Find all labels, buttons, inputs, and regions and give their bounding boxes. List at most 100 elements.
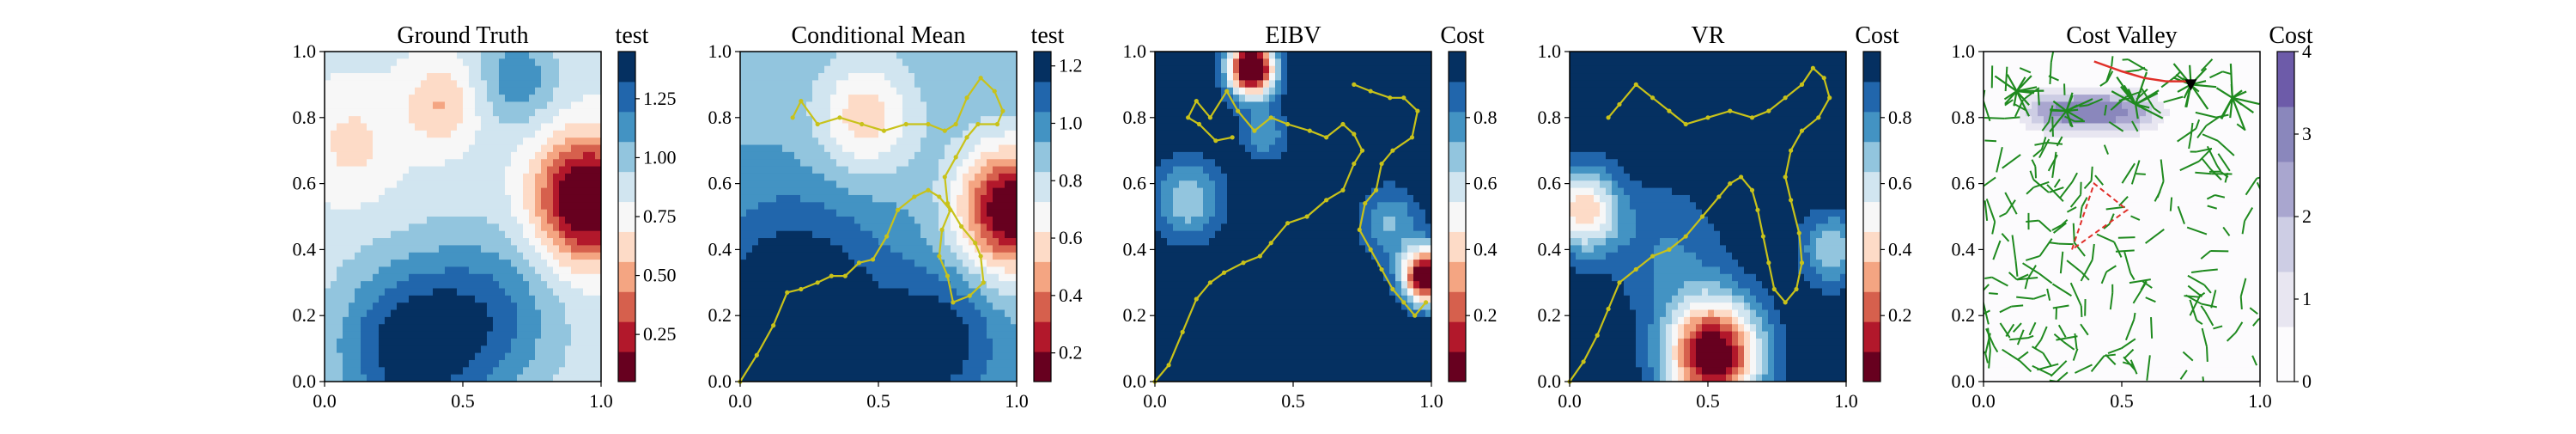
heatmap-cell <box>367 88 374 95</box>
heatmap-cell <box>589 202 596 210</box>
heatmap-cell <box>403 123 410 131</box>
heatmap-cell <box>812 238 819 246</box>
colorbar-segment <box>618 202 635 232</box>
heatmap-cell <box>788 188 795 196</box>
heatmap-cell <box>517 101 524 109</box>
heatmap-cell <box>999 288 1005 296</box>
heatmap-cell <box>433 324 440 332</box>
heatmap-cell <box>481 138 488 145</box>
heatmap-cell <box>547 253 554 260</box>
heatmap-cell <box>1215 131 1222 138</box>
heatmap-cell <box>1173 303 1180 310</box>
heatmap-cell <box>746 345 753 353</box>
heatmap-cell <box>927 217 933 224</box>
heatmap-cell <box>788 131 795 138</box>
heatmap-cell <box>788 281 795 289</box>
heatmap-cell <box>818 195 825 203</box>
heatmap-cell <box>812 288 819 296</box>
heatmap-cell <box>788 210 795 217</box>
heatmap-cell <box>385 339 392 346</box>
heatmap-cell <box>445 339 452 346</box>
heatmap-cell <box>824 288 831 296</box>
heatmap-cell <box>577 303 584 310</box>
heatmap-cell <box>866 217 873 224</box>
heatmap-cell <box>463 116 470 124</box>
heatmap-cell <box>583 360 590 368</box>
heatmap-cell <box>499 123 506 131</box>
heatmap-cell <box>824 332 831 339</box>
heatmap-cell <box>1179 288 1186 296</box>
heatmap-cell <box>902 266 909 274</box>
heatmap-cell <box>511 266 518 274</box>
heatmap-cell <box>1005 296 1012 303</box>
heatmap-cell <box>830 353 837 361</box>
heatmap-cell <box>1215 253 1222 260</box>
heatmap-cell <box>391 174 398 181</box>
heatmap-cell <box>367 367 374 375</box>
heatmap-cell <box>969 73 975 81</box>
heatmap-cell <box>553 188 560 196</box>
heatmap-cell <box>746 231 753 239</box>
heatmap-cell <box>836 80 843 88</box>
heatmap-cell <box>800 353 807 361</box>
heatmap-cell <box>963 174 969 181</box>
path-point <box>939 228 944 232</box>
heatmap-cell <box>788 353 795 361</box>
heatmap-cell <box>367 138 374 145</box>
path-point <box>959 224 963 229</box>
heatmap-cell <box>355 66 361 74</box>
heatmap-cell <box>933 152 939 160</box>
heatmap-cell <box>505 116 512 124</box>
heatmap-cell <box>517 217 524 224</box>
heatmap-cell <box>993 202 999 210</box>
heatmap-cell <box>933 180 939 188</box>
heatmap-cell <box>331 95 337 102</box>
heatmap-cell <box>325 345 331 353</box>
heatmap-cell <box>427 66 434 74</box>
heatmap-cell <box>824 260 831 267</box>
heatmap-cell <box>920 95 927 102</box>
heatmap-cell <box>908 159 915 167</box>
heatmap-cell <box>355 288 361 296</box>
heatmap-cell <box>439 145 446 153</box>
heatmap-cell <box>740 58 747 66</box>
heatmap-cell <box>331 367 337 375</box>
heatmap-cell <box>824 281 831 289</box>
heatmap-cell <box>939 317 945 325</box>
heatmap-cell <box>1197 317 1204 325</box>
heatmap-cell <box>427 353 434 361</box>
heatmap-cell <box>331 353 337 361</box>
heatmap-cell <box>1161 174 1168 181</box>
heatmap-cell <box>740 101 747 109</box>
heatmap-cell <box>945 353 951 361</box>
heatmap-cell <box>373 180 380 188</box>
heatmap-cell <box>776 145 783 153</box>
heatmap-cell <box>571 231 578 239</box>
heatmap-cell <box>788 152 795 160</box>
heatmap-cell <box>373 317 380 325</box>
heatmap-cell <box>589 281 596 289</box>
heatmap-cell <box>999 188 1005 196</box>
heatmap-cell <box>511 52 518 59</box>
heatmap-cell <box>806 317 813 325</box>
heatmap-cell <box>445 260 452 267</box>
heatmap-cell <box>890 145 897 153</box>
heatmap-cell <box>866 310 873 318</box>
heatmap-cell <box>824 238 831 246</box>
heatmap-cell <box>349 167 355 174</box>
heatmap-cell <box>511 88 518 95</box>
heatmap-cell <box>1233 52 1240 59</box>
heatmap-cell <box>746 95 753 102</box>
heatmap-cell <box>1155 360 1162 368</box>
heatmap-cell <box>981 303 987 310</box>
heatmap-cell <box>866 95 873 102</box>
heatmap-cell <box>529 152 536 160</box>
heatmap-cell <box>1227 123 1234 131</box>
heatmap-cell <box>433 367 440 375</box>
heatmap-cell <box>367 80 374 88</box>
heatmap-cell <box>553 138 560 145</box>
heatmap-cell <box>776 345 783 353</box>
heatmap-cell <box>415 131 422 138</box>
heatmap-cell <box>842 80 849 88</box>
heatmap-cell <box>884 159 891 167</box>
